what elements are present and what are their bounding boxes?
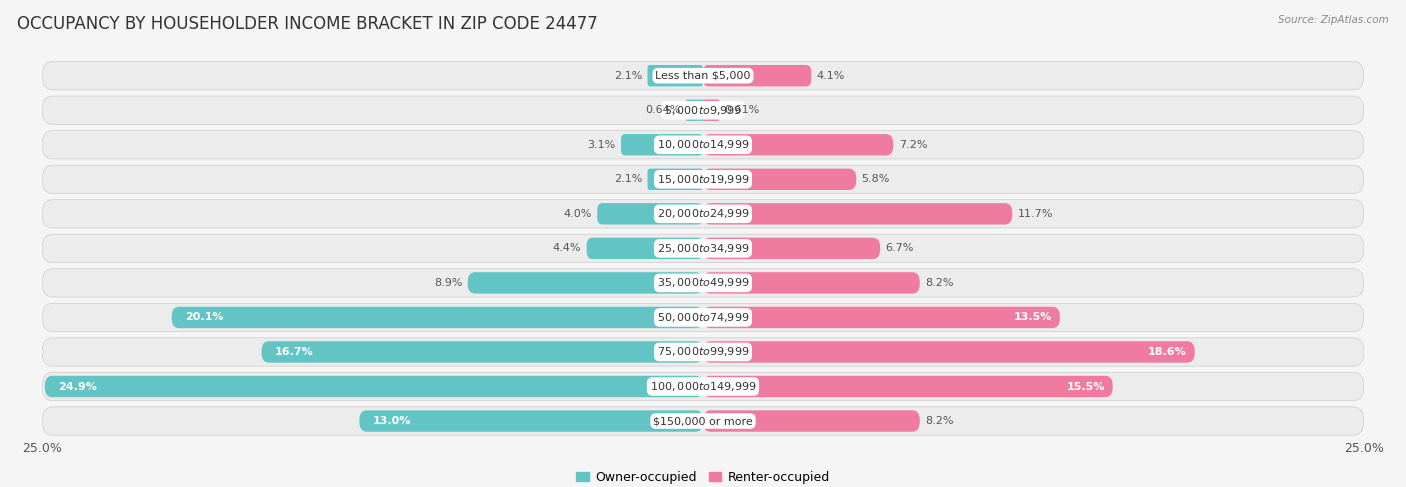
- Text: 4.0%: 4.0%: [564, 209, 592, 219]
- FancyBboxPatch shape: [172, 307, 703, 328]
- Text: 16.7%: 16.7%: [274, 347, 314, 357]
- Text: Less than $5,000: Less than $5,000: [655, 71, 751, 81]
- FancyBboxPatch shape: [621, 134, 703, 155]
- Text: $20,000 to $24,999: $20,000 to $24,999: [657, 207, 749, 220]
- FancyBboxPatch shape: [703, 65, 811, 86]
- FancyBboxPatch shape: [703, 134, 893, 155]
- Text: 2.1%: 2.1%: [614, 71, 643, 81]
- Text: OCCUPANCY BY HOUSEHOLDER INCOME BRACKET IN ZIP CODE 24477: OCCUPANCY BY HOUSEHOLDER INCOME BRACKET …: [17, 15, 598, 33]
- Text: 15.5%: 15.5%: [1066, 381, 1105, 392]
- Text: $100,000 to $149,999: $100,000 to $149,999: [650, 380, 756, 393]
- FancyBboxPatch shape: [648, 65, 703, 86]
- FancyBboxPatch shape: [468, 272, 703, 294]
- Text: 4.4%: 4.4%: [553, 244, 582, 253]
- Text: $5,000 to $9,999: $5,000 to $9,999: [664, 104, 742, 117]
- FancyBboxPatch shape: [42, 234, 1364, 262]
- FancyBboxPatch shape: [42, 165, 1364, 193]
- FancyBboxPatch shape: [42, 96, 1364, 124]
- FancyBboxPatch shape: [42, 200, 1364, 228]
- FancyBboxPatch shape: [42, 131, 1364, 159]
- Text: 8.9%: 8.9%: [434, 278, 463, 288]
- Text: 6.7%: 6.7%: [886, 244, 914, 253]
- Text: 0.64%: 0.64%: [645, 105, 681, 115]
- Text: $75,000 to $99,999: $75,000 to $99,999: [657, 345, 749, 358]
- Text: 13.5%: 13.5%: [1014, 313, 1052, 322]
- Text: 8.2%: 8.2%: [925, 416, 953, 426]
- Text: $150,000 or more: $150,000 or more: [654, 416, 752, 426]
- FancyBboxPatch shape: [648, 169, 703, 190]
- FancyBboxPatch shape: [45, 376, 703, 397]
- Text: 0.61%: 0.61%: [724, 105, 759, 115]
- Text: 13.0%: 13.0%: [373, 416, 411, 426]
- Text: 7.2%: 7.2%: [898, 140, 927, 150]
- FancyBboxPatch shape: [703, 307, 1060, 328]
- Text: Source: ZipAtlas.com: Source: ZipAtlas.com: [1278, 15, 1389, 25]
- FancyBboxPatch shape: [703, 376, 1112, 397]
- FancyBboxPatch shape: [703, 411, 920, 432]
- Text: 4.1%: 4.1%: [817, 71, 845, 81]
- Text: $15,000 to $19,999: $15,000 to $19,999: [657, 173, 749, 186]
- FancyBboxPatch shape: [360, 411, 703, 432]
- FancyBboxPatch shape: [598, 203, 703, 225]
- FancyBboxPatch shape: [42, 303, 1364, 332]
- Text: 24.9%: 24.9%: [58, 381, 97, 392]
- FancyBboxPatch shape: [262, 341, 703, 363]
- FancyBboxPatch shape: [42, 61, 1364, 90]
- Text: 18.6%: 18.6%: [1147, 347, 1187, 357]
- FancyBboxPatch shape: [703, 169, 856, 190]
- Text: 5.8%: 5.8%: [862, 174, 890, 184]
- FancyBboxPatch shape: [703, 203, 1012, 225]
- Text: 8.2%: 8.2%: [925, 278, 953, 288]
- Text: $35,000 to $49,999: $35,000 to $49,999: [657, 277, 749, 289]
- Text: $50,000 to $74,999: $50,000 to $74,999: [657, 311, 749, 324]
- FancyBboxPatch shape: [42, 373, 1364, 401]
- Text: $25,000 to $34,999: $25,000 to $34,999: [657, 242, 749, 255]
- Text: 20.1%: 20.1%: [186, 313, 224, 322]
- FancyBboxPatch shape: [586, 238, 703, 259]
- Text: 11.7%: 11.7%: [1018, 209, 1053, 219]
- Text: 3.1%: 3.1%: [588, 140, 616, 150]
- FancyBboxPatch shape: [703, 99, 718, 121]
- FancyBboxPatch shape: [42, 269, 1364, 297]
- FancyBboxPatch shape: [686, 99, 703, 121]
- FancyBboxPatch shape: [42, 407, 1364, 435]
- Text: 2.1%: 2.1%: [614, 174, 643, 184]
- Text: $10,000 to $14,999: $10,000 to $14,999: [657, 138, 749, 151]
- Legend: Owner-occupied, Renter-occupied: Owner-occupied, Renter-occupied: [571, 466, 835, 487]
- FancyBboxPatch shape: [703, 238, 880, 259]
- FancyBboxPatch shape: [42, 338, 1364, 366]
- FancyBboxPatch shape: [703, 341, 1195, 363]
- FancyBboxPatch shape: [703, 272, 920, 294]
